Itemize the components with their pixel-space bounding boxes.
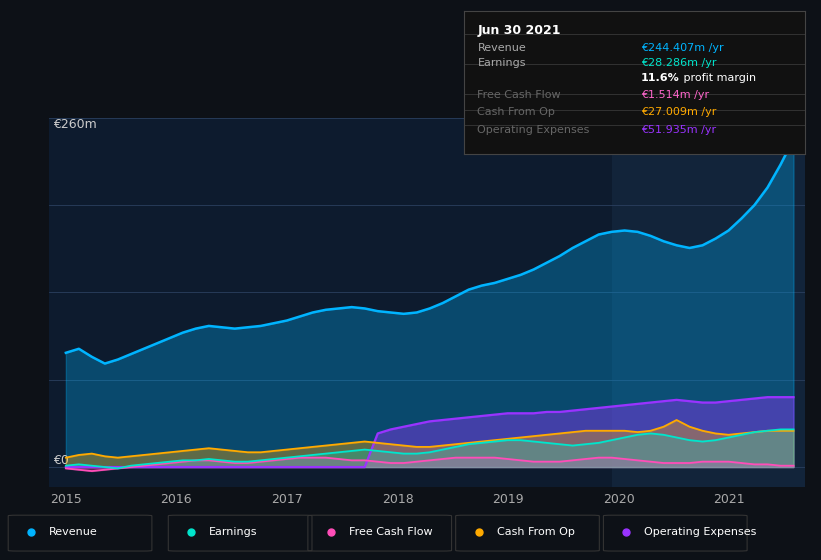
Text: Revenue: Revenue <box>478 43 526 53</box>
Text: profit margin: profit margin <box>681 73 756 83</box>
Text: Earnings: Earnings <box>478 58 526 68</box>
Text: €244.407m /yr: €244.407m /yr <box>641 43 723 53</box>
Text: Operating Expenses: Operating Expenses <box>478 125 589 136</box>
Text: Earnings: Earnings <box>209 527 258 537</box>
Text: €27.009m /yr: €27.009m /yr <box>641 107 717 117</box>
Bar <box>612 118 805 487</box>
Text: Jun 30 2021: Jun 30 2021 <box>478 24 561 37</box>
Text: Free Cash Flow: Free Cash Flow <box>349 527 433 537</box>
Text: Cash From Op: Cash From Op <box>497 527 575 537</box>
Text: Revenue: Revenue <box>49 527 98 537</box>
Text: €1.514m /yr: €1.514m /yr <box>641 90 709 100</box>
Text: €260m: €260m <box>53 118 97 130</box>
Text: Free Cash Flow: Free Cash Flow <box>478 90 561 100</box>
Text: Operating Expenses: Operating Expenses <box>644 527 757 537</box>
Text: €28.286m /yr: €28.286m /yr <box>641 58 717 68</box>
Text: €51.935m /yr: €51.935m /yr <box>641 125 716 136</box>
Text: 11.6%: 11.6% <box>641 73 680 83</box>
Text: Cash From Op: Cash From Op <box>478 107 555 117</box>
Text: €0: €0 <box>53 454 69 467</box>
